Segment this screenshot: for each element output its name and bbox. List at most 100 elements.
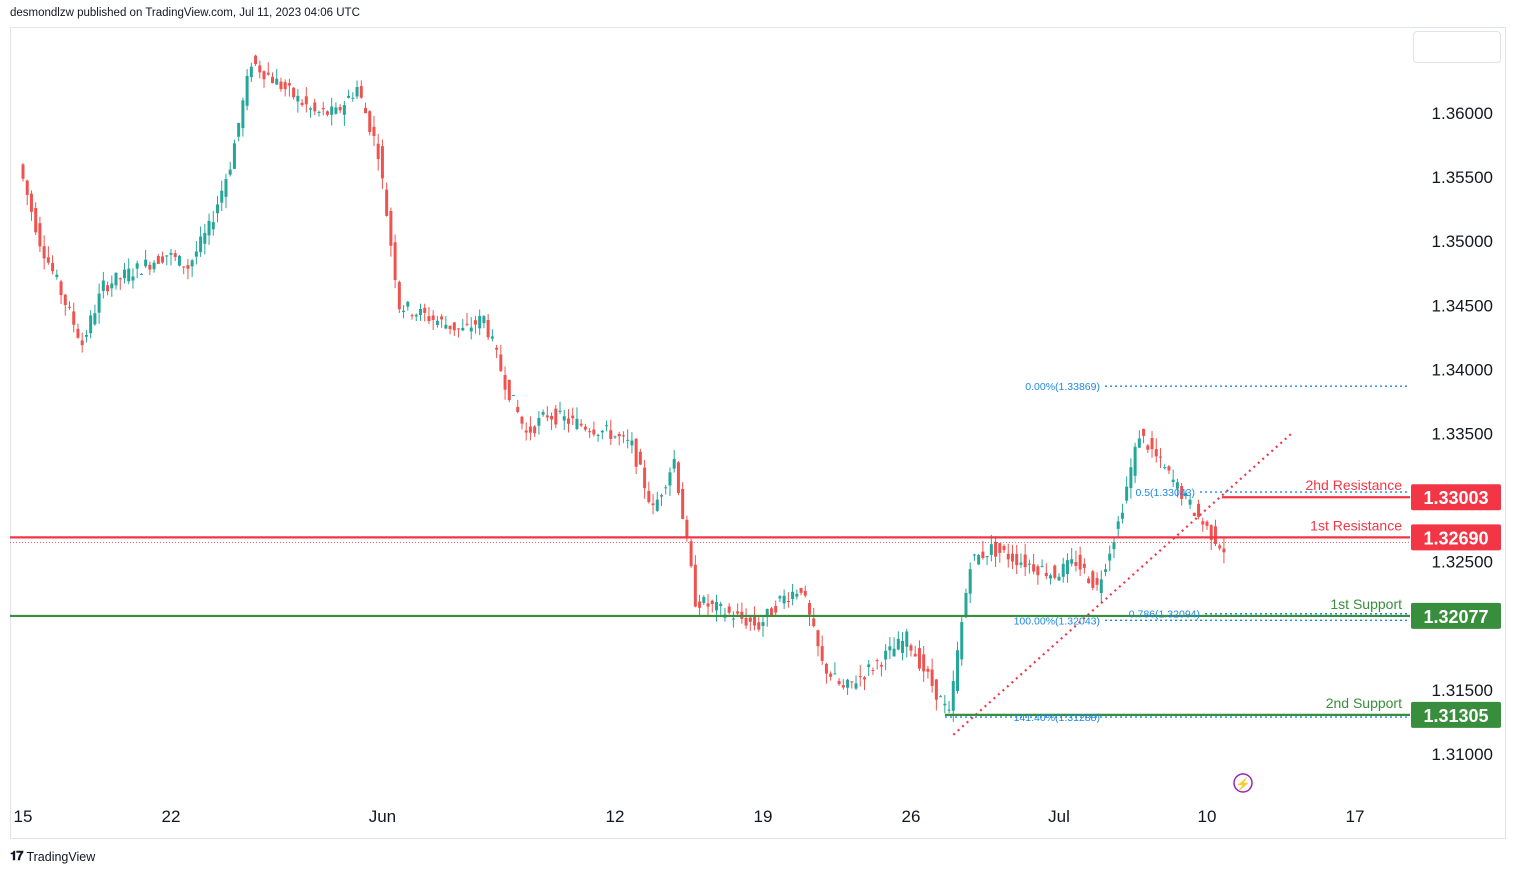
candle-body — [25, 180, 29, 195]
candle-body — [1158, 456, 1162, 458]
candle-body — [275, 78, 279, 85]
candle-body — [956, 650, 960, 692]
candle-body — [457, 328, 461, 330]
candle-body — [947, 709, 951, 711]
candle-body — [1078, 554, 1082, 570]
candle-body — [296, 95, 300, 102]
candle-body — [241, 100, 245, 129]
candle-body — [512, 395, 516, 397]
candle-body — [1146, 445, 1150, 450]
candle-body — [427, 316, 431, 322]
candle-body — [837, 680, 841, 685]
candle-body — [254, 55, 258, 65]
candle-body — [402, 310, 406, 313]
candle-body — [1006, 553, 1010, 560]
candle-body — [702, 597, 706, 603]
candle-body — [1167, 466, 1171, 471]
candle-body — [258, 65, 262, 73]
candle-body — [59, 281, 63, 296]
candle-body — [1036, 566, 1040, 576]
candle-body — [579, 423, 583, 426]
candle-body — [676, 462, 680, 494]
candle-body — [97, 293, 101, 313]
y-tick-label: 1.35500 — [1432, 168, 1493, 187]
candle-body — [216, 204, 220, 214]
candle-body — [317, 111, 321, 113]
candle-body — [757, 622, 761, 630]
candle-body — [562, 416, 566, 421]
candle-body — [211, 222, 215, 230]
candle-body — [1201, 521, 1205, 525]
candle-body — [220, 190, 224, 203]
candle-body — [410, 315, 414, 317]
candle-body — [769, 608, 773, 616]
candle-body — [630, 440, 634, 446]
level-label: 1st Support — [1330, 596, 1402, 612]
candle-body — [228, 169, 232, 175]
x-tick-label: 10 — [1198, 807, 1217, 826]
candle-body — [1082, 563, 1086, 568]
candle-body — [922, 654, 926, 672]
candle-body — [63, 294, 67, 306]
price-tag — [1411, 484, 1501, 511]
tradingview-logo-icon[interactable]: 𝟏𝟕 — [10, 849, 24, 864]
candle-body — [698, 601, 702, 608]
legend-box[interactable] — [1413, 31, 1501, 63]
candle-body — [1133, 446, 1137, 476]
candle-body — [901, 640, 905, 654]
candle-body — [575, 418, 579, 429]
candle-body — [465, 323, 469, 325]
candle-body — [194, 251, 198, 257]
candle-body — [1095, 578, 1099, 585]
candle-body — [385, 189, 389, 216]
candle-body — [199, 236, 203, 253]
candle-body — [338, 107, 342, 111]
candle-body — [905, 631, 909, 647]
x-tick-label: 26 — [902, 807, 921, 826]
candle-body — [139, 273, 143, 275]
candle-body — [1209, 525, 1213, 540]
candle-body — [1049, 575, 1053, 579]
candle-body — [1070, 559, 1074, 564]
candle-body — [930, 669, 934, 686]
candle-body — [820, 646, 824, 661]
candle-body — [841, 685, 845, 688]
candle-body — [355, 87, 359, 97]
candle-body — [372, 126, 376, 137]
fib-label: 0.00%(1.33869) — [1025, 381, 1100, 393]
candle-body — [917, 648, 921, 669]
y-tick-label: 1.35000 — [1432, 232, 1493, 251]
candle-body — [127, 268, 131, 282]
candle-body — [989, 544, 993, 555]
price-tag — [1411, 602, 1501, 629]
fib-label: 100.00%(1.32043) — [1014, 615, 1100, 627]
candle-body — [926, 668, 930, 672]
candle-body — [1057, 576, 1061, 581]
candle-body — [397, 282, 401, 310]
candle-body — [300, 102, 304, 106]
candle-body — [736, 611, 740, 614]
candle-body — [994, 541, 998, 557]
candle-body — [237, 123, 241, 137]
candle-body — [1065, 560, 1069, 574]
candle-body — [643, 467, 647, 489]
candle-body — [266, 72, 270, 75]
candle-body — [1192, 512, 1196, 516]
candle-body — [960, 621, 964, 660]
candle-body — [913, 653, 917, 657]
candle-body — [558, 410, 562, 412]
candle-body — [1154, 449, 1158, 457]
candle-body — [380, 146, 384, 179]
fib-label: 0.5(1.33043) — [1135, 487, 1195, 499]
candle-body — [664, 487, 668, 489]
candle-body — [80, 340, 84, 346]
footer-brand[interactable]: TradingView — [26, 849, 96, 864]
candle-body — [490, 336, 494, 339]
price-tag — [1411, 524, 1501, 551]
candle-body — [706, 603, 710, 607]
candle-body — [330, 106, 334, 115]
chart-frame[interactable] — [10, 27, 1506, 839]
candle-body — [812, 618, 816, 627]
candle-body — [1175, 482, 1179, 489]
